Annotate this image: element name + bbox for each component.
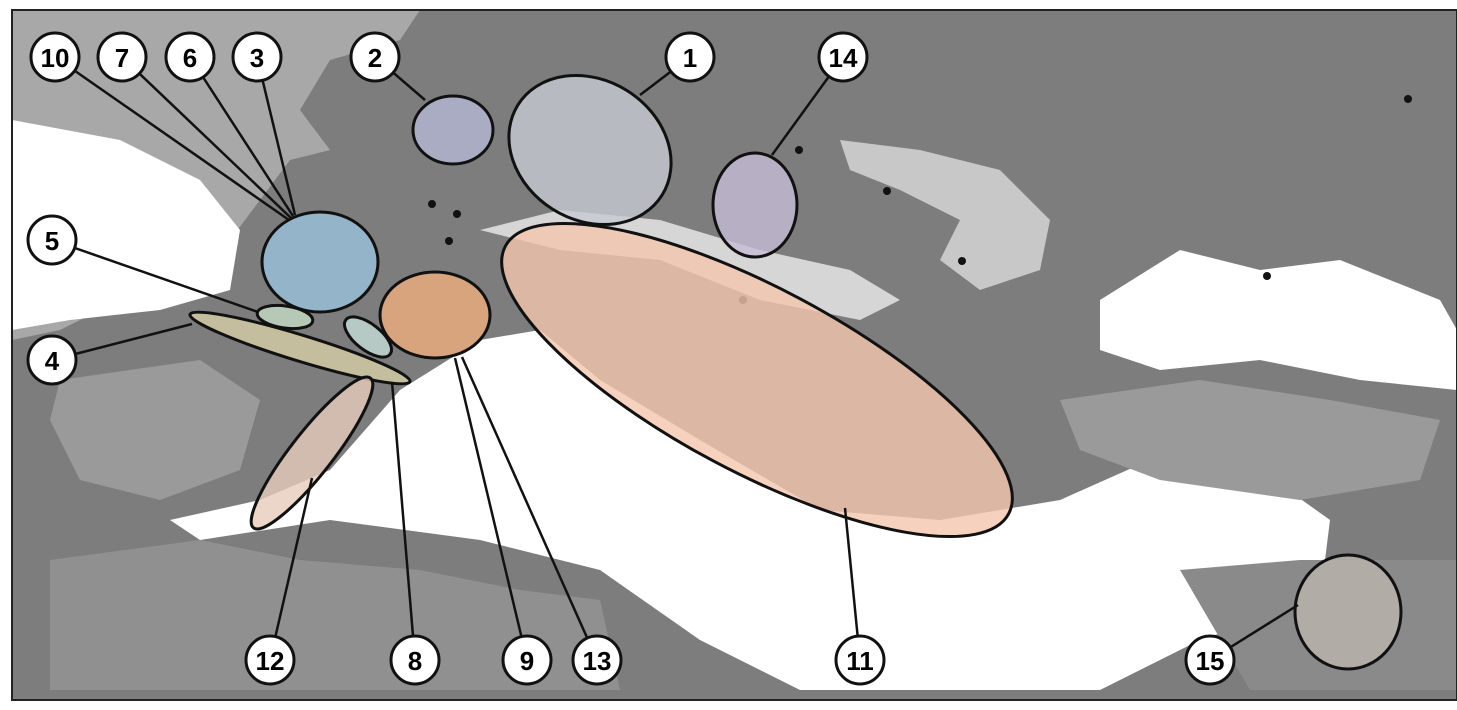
- site-dot: [958, 257, 966, 265]
- region-label: 11: [846, 646, 874, 676]
- site-dot: [883, 187, 891, 195]
- region-label: 1: [683, 43, 697, 73]
- region-label: 5: [45, 226, 59, 256]
- region-ellipse: [262, 212, 378, 312]
- map: 123456789101112131415: [0, 0, 1457, 710]
- region-label: 10: [41, 43, 70, 73]
- site-dot: [795, 146, 803, 154]
- region-label: 3: [250, 43, 264, 73]
- region-label: 9: [520, 646, 534, 676]
- region-label: 14: [829, 43, 858, 73]
- site-dot: [428, 200, 436, 208]
- region-ellipse: [413, 96, 493, 164]
- region-ellipse: [1295, 555, 1401, 669]
- region-label: 13: [583, 646, 612, 676]
- site-dot: [453, 210, 461, 218]
- region-label: 6: [183, 43, 197, 73]
- region-label: 15: [1196, 646, 1225, 676]
- region-label: 8: [408, 646, 422, 676]
- site-dot: [1404, 95, 1412, 103]
- region-label: 4: [45, 346, 60, 376]
- region-ellipse: [380, 272, 490, 358]
- region-label: 7: [115, 43, 129, 73]
- site-dot: [1263, 272, 1271, 280]
- region-ellipse: [713, 153, 797, 257]
- site-dot: [445, 237, 453, 245]
- region-label: 2: [368, 43, 382, 73]
- region-label: 12: [256, 646, 285, 676]
